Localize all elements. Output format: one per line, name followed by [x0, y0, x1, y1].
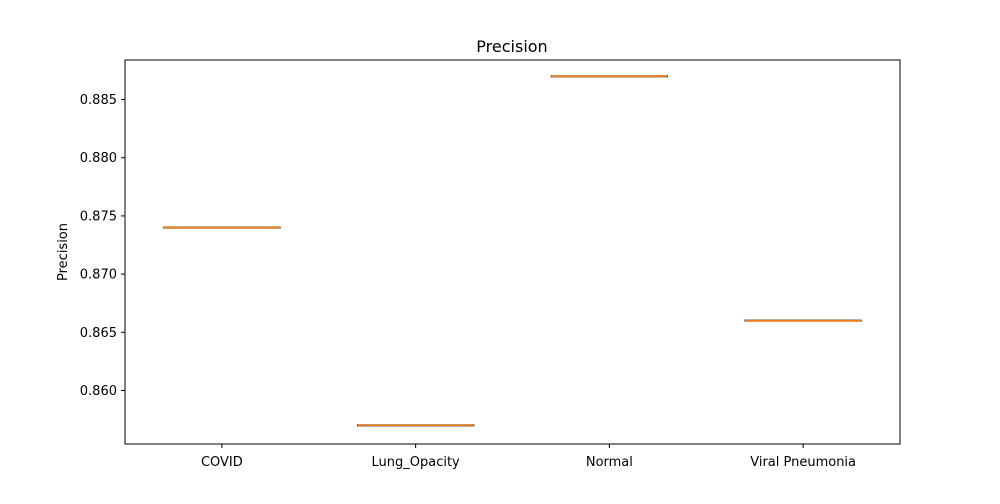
y-tick-label: 0.860: [80, 384, 117, 399]
y-tick-label: 0.885: [80, 93, 117, 108]
chart-title: Precision: [476, 37, 547, 56]
x-tick-label: COVID: [201, 455, 243, 470]
y-axis: 0.860 0.865 0.870 0.875 0.880 0.885: [80, 93, 125, 399]
boxes-group: [163, 75, 862, 427]
x-tick-label: Lung_Opacity: [372, 455, 461, 470]
y-tick-label: 0.870: [80, 268, 117, 283]
x-axis: COVID Lung_Opacity Normal Viral Pneumonia: [201, 444, 856, 470]
x-tick-label: Viral Pneumonia: [750, 455, 856, 470]
plot-area-frame: [124, 59, 901, 445]
y-tick-label: 0.880: [80, 151, 117, 166]
y-tick-label: 0.865: [80, 326, 117, 341]
y-axis-label: Precision: [56, 223, 71, 281]
y-tick-label: 0.875: [80, 209, 117, 224]
x-tick-label: Normal: [586, 455, 633, 470]
